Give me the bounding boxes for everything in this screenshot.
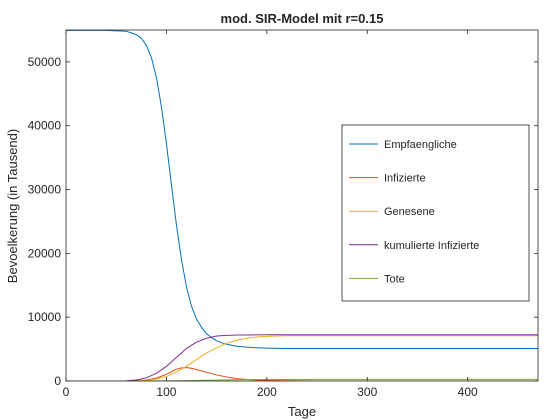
y-axis: 0 10000 20000 30000 40000 50000 (28, 55, 538, 388)
legend-label-empfaengliche: Empfaengliche (384, 139, 457, 151)
y-tick-label: 50000 (28, 55, 62, 69)
x-tick-label: 300 (357, 385, 377, 399)
x-axis: 0 100 200 300 400 (63, 30, 478, 399)
x-tick-label: 0 (63, 385, 70, 399)
y-tick-label: 20000 (28, 246, 62, 260)
legend-box (341, 124, 530, 302)
y-tick-label: 10000 (28, 310, 62, 324)
series-line-empfaengliche (66, 30, 538, 349)
legend-label-kumulierte-infizierte: kumulierte Infizierte (384, 240, 479, 252)
chart-title: mod. SIR-Model mit r=0.15 (221, 11, 384, 26)
plot-frame (65, 29, 539, 382)
series-line-genesene (66, 335, 538, 381)
y-tick-label: 0 (54, 374, 61, 388)
x-tick-label: 100 (156, 385, 176, 399)
x-tick-label: 200 (257, 385, 277, 399)
legend-label-genesene: Genesene (384, 206, 435, 218)
x-axis-label: Tage (288, 404, 316, 419)
series-line-kumulierte-infizierte (66, 334, 538, 381)
y-axis-label: Bevoelkerung (in Tausend) (5, 129, 20, 283)
legend-label-infizierte: Infizierte (384, 173, 426, 185)
x-tick-label: 400 (458, 385, 478, 399)
legend-items: Empfaengliche Infizierte Genesene kumuliert… (349, 139, 479, 285)
plot-area (65, 29, 539, 382)
legend-label-tote: Tote (384, 273, 405, 285)
y-tick-label: 40000 (28, 119, 62, 133)
y-tick-label: 30000 (28, 183, 62, 197)
legend: Empfaengliche Infizierte Genesene kumuliert… (341, 124, 530, 302)
